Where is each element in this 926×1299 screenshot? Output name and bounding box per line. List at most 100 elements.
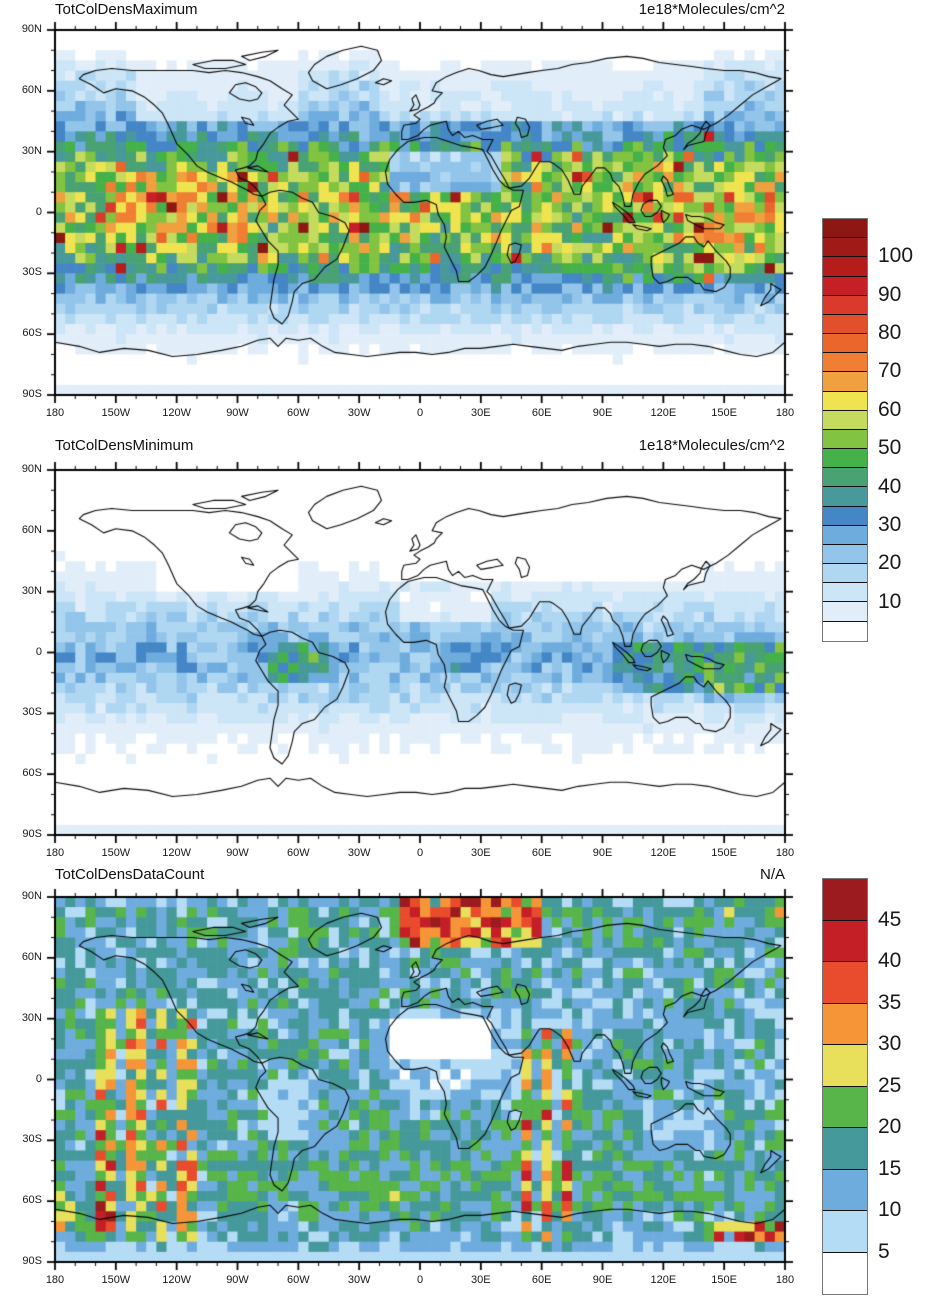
lat-tick-label: 0 (35, 205, 42, 218)
colorbar-segment (823, 429, 867, 450)
lat-tick-label: 30N (21, 584, 42, 597)
colorbar-segment (823, 564, 867, 584)
colorbar-segment (823, 1169, 867, 1211)
colorbar-segment (823, 334, 867, 354)
lon-tick-label: 150E (711, 407, 737, 419)
lon-tick-label: 120W (162, 407, 192, 419)
panel-header-minimum: TotColDensMinimum 1e18*Molecules/cm^2 (55, 437, 785, 455)
lon-tick-label: 60E (531, 1274, 552, 1286)
lon-tick-label: 180 (775, 407, 795, 419)
colorbar-segment (823, 1128, 867, 1170)
panel-units-maximum: 1e18*Molecules/cm^2 (638, 1, 785, 18)
lon-tick-label: 120E (650, 1274, 677, 1286)
colorbar-segment (823, 879, 867, 921)
colorbar-tick-label: 20 (878, 1115, 902, 1138)
lon-tick-label: 180 (775, 1274, 795, 1286)
colorbar-segment (823, 238, 867, 258)
colorbar-tick-label: 40 (878, 474, 902, 498)
map-canvas-datacount (43, 885, 797, 1274)
lon-tick-label: 120W (162, 1274, 192, 1286)
colorbar-segment (823, 257, 867, 277)
lat-tick-label: 90S (22, 1255, 42, 1267)
lon-tick-label: 180 (45, 1274, 65, 1286)
panel-units-minimum: 1e18*Molecules/cm^2 (638, 437, 785, 454)
colorbar-segment (823, 1003, 867, 1045)
colorbar-tick-label: 80 (878, 321, 902, 345)
lon-tick-label: 30W (347, 1274, 371, 1286)
lat-tick-label: 90S (22, 388, 42, 400)
panel-header-datacount: TotColDensDataCount N/A (55, 866, 785, 884)
map-canvas-minimum (43, 458, 797, 847)
colorbar-segment (823, 1211, 867, 1253)
lat-tick-label: 60N (21, 950, 42, 963)
panel-title-maximum: TotColDensMaximum (55, 1, 198, 18)
colorbar-tick-label: 70 (878, 359, 902, 383)
colorbar-segment (823, 276, 867, 296)
lat-tick-label: 60N (21, 523, 42, 536)
colorbar-datacount (822, 878, 868, 1295)
colorbar-tick-label: 100 (878, 244, 914, 268)
lat-tick-label: 30N (21, 144, 42, 157)
colorbar-tick-label: 50 (878, 436, 902, 460)
lon-tick-label: 30W (347, 847, 371, 859)
lat-tick-label: 90N (21, 463, 42, 475)
colorbar-tick-label: 10 (878, 589, 902, 613)
colorbar-tick-label: 45 (878, 907, 902, 931)
colorbar-segment (823, 468, 867, 488)
colorbar-tick-label: 35 (878, 990, 902, 1014)
lon-tick-label: 90W (226, 407, 249, 419)
lon-tick-label: 150E (711, 847, 737, 859)
colorbar-tick-label: 30 (878, 1032, 902, 1055)
colorbar-tick-label: 15 (878, 1156, 902, 1180)
panel-title-minimum: TotColDensMinimum (55, 437, 194, 454)
lon-tick-label: 60W (287, 1274, 310, 1286)
colorbar-segment (823, 920, 867, 962)
lon-tick-label: 150W (101, 1274, 131, 1286)
colorbar-segment (823, 621, 867, 641)
panel-units-datacount: N/A (759, 866, 785, 883)
lat-tick-label: 0 (35, 1072, 42, 1085)
colorbar-segment (823, 525, 867, 545)
lon-tick-label: 180 (45, 407, 65, 419)
lon-tick-label: 60W (287, 407, 310, 419)
lon-tick-label: 180 (45, 847, 65, 859)
lon-tick-label: 60E (531, 407, 552, 419)
colorbar-segment (823, 410, 867, 430)
panel-header-maximum: TotColDensMaximum 1e18*Molecules/cm^2 (55, 1, 785, 19)
colorbar-segment (823, 1252, 867, 1294)
colorbar-segment (823, 219, 867, 239)
colorbar-tick-label: 60 (878, 397, 902, 421)
colorbar-tick-label: 20 (878, 551, 902, 575)
colorbar-segment (823, 487, 867, 507)
lat-tick-label: 60S (22, 767, 42, 780)
lon-tick-label: 180 (775, 847, 795, 859)
colorbar-segment (823, 602, 867, 622)
colorbar-tick-label: 5 (878, 1239, 890, 1263)
colorbar-segment (823, 449, 867, 469)
lon-tick-label: 150W (101, 847, 131, 859)
lon-tick-label: 60W (287, 847, 310, 859)
lat-tick-label: 90N (21, 23, 42, 35)
lon-tick-label: 90E (592, 1274, 613, 1286)
lon-tick-label: 150E (711, 1274, 737, 1286)
lat-tick-label: 90S (22, 828, 42, 840)
lat-tick-label: 60N (21, 83, 42, 96)
lon-tick-label: 90W (226, 1274, 249, 1286)
colorbar-density (822, 218, 868, 642)
lat-tick-label: 90N (21, 890, 42, 902)
colorbar-segment (823, 353, 867, 373)
colorbar-segment (823, 506, 867, 526)
lon-tick-label: 90E (592, 407, 613, 419)
colorbar-tick-label: 10 (878, 1198, 902, 1221)
colorbar-tick-label: 90 (878, 282, 902, 306)
lat-tick-label: 60S (22, 327, 42, 340)
lat-tick-label: 0 (35, 645, 42, 658)
colorbar-segment (823, 295, 867, 315)
lon-tick-label: 120W (162, 847, 192, 859)
lon-tick-label: 30W (347, 407, 371, 419)
lat-tick-label: 60S (22, 1194, 42, 1207)
lon-tick-label: 0 (416, 1274, 424, 1286)
lat-tick-label: 30N (21, 1011, 42, 1024)
colorbar-tick-label: 25 (878, 1073, 902, 1097)
